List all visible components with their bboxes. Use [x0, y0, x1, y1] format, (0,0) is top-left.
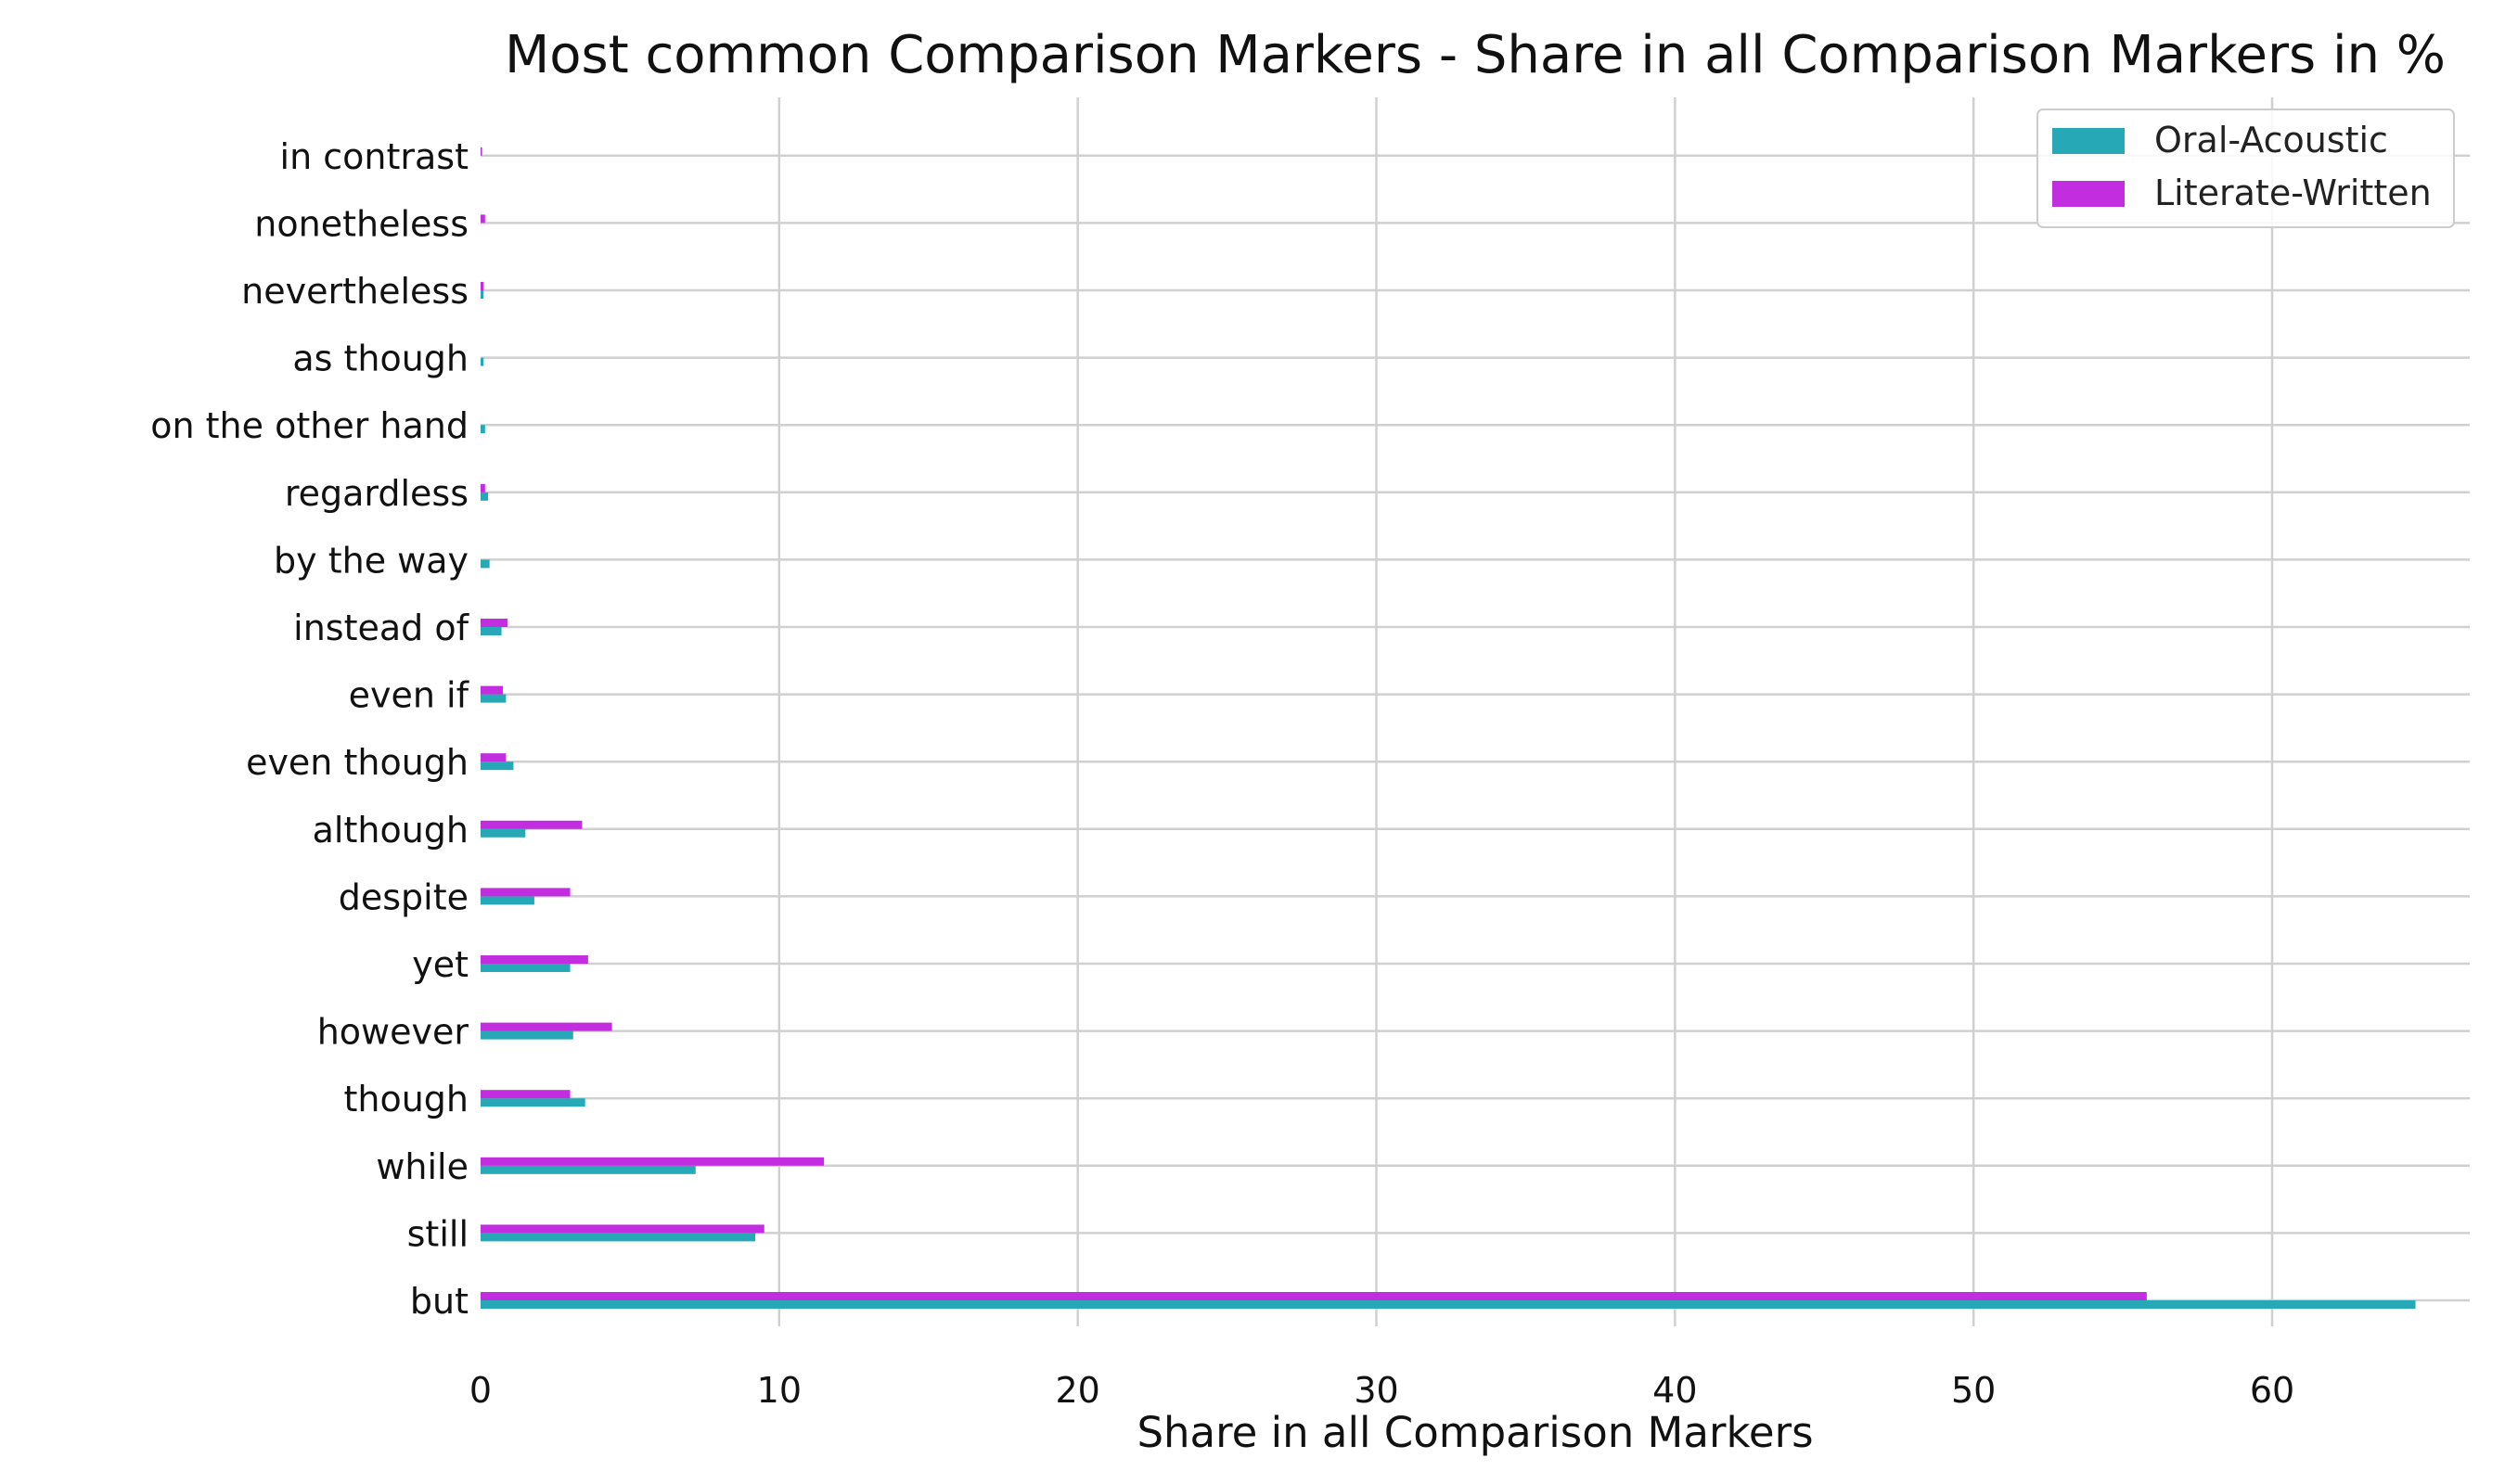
legend-box	[2036, 109, 2455, 228]
bar-oral-acoustic-by-the-way	[481, 559, 490, 569]
bar-literate-written-instead-of	[481, 619, 507, 627]
x-tick-label: 0	[469, 1370, 492, 1411]
x-tick-label: 20	[1055, 1370, 1099, 1411]
x-axis-label: Share in all Comparison Markers	[1137, 1408, 1813, 1457]
chart-title: Most common Comparison Markers - Share i…	[505, 25, 2446, 85]
y-tick-label: though	[343, 1079, 469, 1119]
bar-literate-written-however	[481, 1022, 612, 1031]
legend-swatch-oral-acoustic	[2052, 128, 2125, 154]
bar-oral-acoustic-although	[481, 828, 526, 838]
bar-literate-written-still	[481, 1224, 764, 1234]
y-tick-label: still	[407, 1213, 469, 1254]
y-tick-label: as though	[292, 339, 469, 379]
y-tick-label: although	[313, 810, 469, 851]
x-tick-label: 10	[757, 1370, 802, 1411]
bar-oral-acoustic-even-if	[481, 694, 507, 703]
bar-oral-acoustic-regardless	[481, 492, 489, 501]
bar-oral-acoustic-despite	[481, 896, 534, 905]
bar-literate-written-regardless	[481, 483, 485, 493]
y-tick-label: but	[410, 1281, 469, 1322]
bar-oral-acoustic-instead-of	[481, 627, 502, 635]
bar-oral-acoustic-yet	[481, 964, 571, 972]
x-tick-label: 50	[1951, 1370, 1996, 1411]
legend-label-literate-written: Literate-Written	[2154, 173, 2432, 213]
bar-literate-written-in-contrast	[481, 147, 482, 156]
bar-oral-acoustic-though	[481, 1098, 585, 1107]
bar-literate-written-nonetheless	[481, 214, 485, 224]
bars-layer	[481, 147, 2416, 1309]
bar-oral-acoustic-as-though	[481, 357, 484, 366]
legend-swatch-literate-written	[2052, 181, 2125, 207]
y-tick-label: even though	[246, 742, 469, 783]
x-tick-label: 60	[2250, 1370, 2294, 1411]
y-tick-label: despite	[339, 876, 469, 917]
grid-layer	[481, 97, 2470, 1326]
bar-oral-acoustic-still	[481, 1233, 756, 1242]
bar-literate-written-while	[481, 1157, 825, 1166]
y-tick-labels: but still while though however yet despite alth…	[150, 136, 469, 1322]
bar-literate-written-even-if	[481, 685, 504, 695]
bar-oral-acoustic-nevertheless	[481, 290, 484, 299]
bar-literate-written-despite	[481, 888, 571, 897]
bar-literate-written-even-though	[481, 753, 507, 762]
y-tick-label: on the other hand	[150, 405, 469, 446]
y-tick-label: regardless	[285, 473, 469, 514]
bar-literate-written-though	[481, 1090, 571, 1099]
y-tick-label: even if	[349, 675, 470, 716]
y-tick-label: however	[317, 1012, 469, 1053]
bar-oral-acoustic-even-though	[481, 761, 514, 771]
bar-oral-acoustic-while	[481, 1165, 696, 1174]
y-tick-label: yet	[412, 944, 469, 985]
bar-literate-written-but	[481, 1292, 2147, 1300]
y-tick-label: nonetheless	[254, 203, 469, 244]
y-tick-label: nevertheless	[241, 271, 469, 312]
bar-literate-written-although	[481, 820, 583, 829]
bar-literate-written-nevertheless	[481, 282, 484, 290]
y-tick-label: while	[376, 1146, 469, 1187]
y-tick-label: by the way	[274, 540, 469, 581]
bar-oral-acoustic-on-the-other-hand	[481, 425, 485, 434]
legend: Oral-Acoustic Literate-Written	[2036, 109, 2455, 228]
x-tick-label: 40	[1652, 1370, 1697, 1411]
bar-oral-acoustic-but	[481, 1300, 2416, 1309]
x-tick-labels: 0 10 20 30 40 50 60	[469, 1370, 2294, 1411]
bar-oral-acoustic-however	[481, 1030, 573, 1040]
y-tick-label: instead of	[293, 608, 469, 648]
y-tick-label: in contrast	[280, 136, 469, 177]
x-tick-label: 30	[1354, 1370, 1398, 1411]
legend-label-oral-acoustic: Oral-Acoustic	[2154, 120, 2388, 160]
bar-literate-written-yet	[481, 955, 588, 964]
